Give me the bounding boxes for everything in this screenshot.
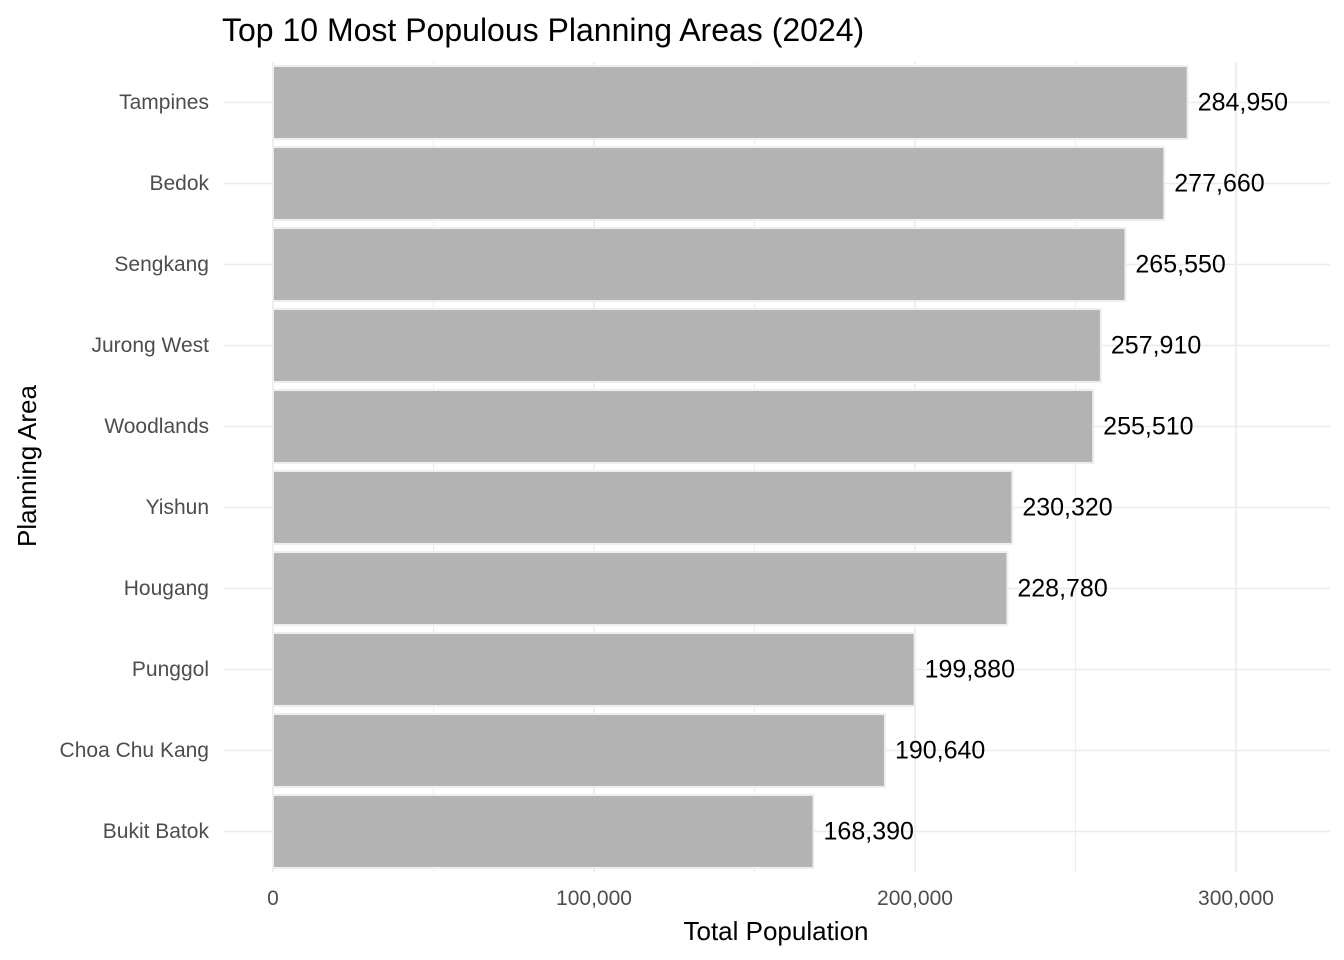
bar-jurong-west <box>272 308 1102 383</box>
bar-value-label: 228,780 <box>1017 575 1107 603</box>
bar-sengkang <box>272 227 1127 302</box>
x-tick-label: 200,000 <box>877 887 953 910</box>
bar-value-label: 277,660 <box>1174 170 1264 198</box>
y-tick-label: Jurong West <box>92 334 210 357</box>
bar-choa-chu-kang <box>272 713 886 788</box>
bar-value-label: 255,510 <box>1103 413 1193 441</box>
y-tick-label: Bedok <box>149 172 209 195</box>
bar-value-labels: 284,950 277,660 265,550 257,910 255,510 230,3… <box>824 89 1289 846</box>
y-axis-tick-labels: Tampines Bedok Sengkang Jurong West Woodland… <box>60 91 210 843</box>
y-tick-label: Tampines <box>119 91 209 114</box>
x-axis-tick-labels: 0 100,000 200,000 300,000 <box>267 887 1274 910</box>
chart-title: Top 10 Most Populous Planning Areas (202… <box>222 12 864 48</box>
bar-bedok <box>272 146 1166 221</box>
bar-value-label: 190,640 <box>895 737 985 765</box>
x-tick-label: 100,000 <box>556 887 632 910</box>
y-tick-label: Woodlands <box>104 415 209 438</box>
bar-value-label: 265,550 <box>1135 251 1225 279</box>
y-axis-title: Planning Area <box>12 385 42 547</box>
bar-yishun <box>272 470 1014 545</box>
bar-value-label: 257,910 <box>1111 332 1201 360</box>
bar-bukit-batok <box>272 794 815 869</box>
bar-value-label: 199,880 <box>925 656 1015 684</box>
y-tick-label: Sengkang <box>114 253 209 276</box>
bar-hougang <box>272 551 1009 626</box>
bar-value-label: 230,320 <box>1022 494 1112 522</box>
x-axis-title: Total Population <box>683 916 868 946</box>
y-tick-label: Choa Chu Kang <box>60 739 209 762</box>
bar-value-label: 284,950 <box>1198 89 1288 117</box>
y-tick-label: Punggol <box>132 658 209 681</box>
y-tick-label: Yishun <box>146 496 209 519</box>
bar-woodlands <box>272 389 1095 464</box>
y-tick-label: Bukit Batok <box>103 820 210 843</box>
x-tick-label: 0 <box>267 887 279 910</box>
bar-value-label: 168,390 <box>824 818 914 846</box>
bar-punggol <box>272 632 916 707</box>
y-tick-label: Hougang <box>124 577 209 600</box>
x-tick-label: 300,000 <box>1198 887 1274 910</box>
bars <box>272 65 1189 869</box>
bar-tampines <box>272 65 1189 140</box>
